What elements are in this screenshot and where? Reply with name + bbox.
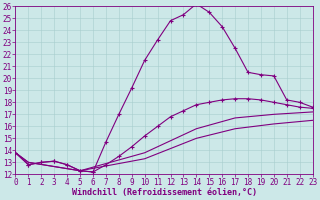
X-axis label: Windchill (Refroidissement éolien,°C): Windchill (Refroidissement éolien,°C) <box>72 188 257 197</box>
